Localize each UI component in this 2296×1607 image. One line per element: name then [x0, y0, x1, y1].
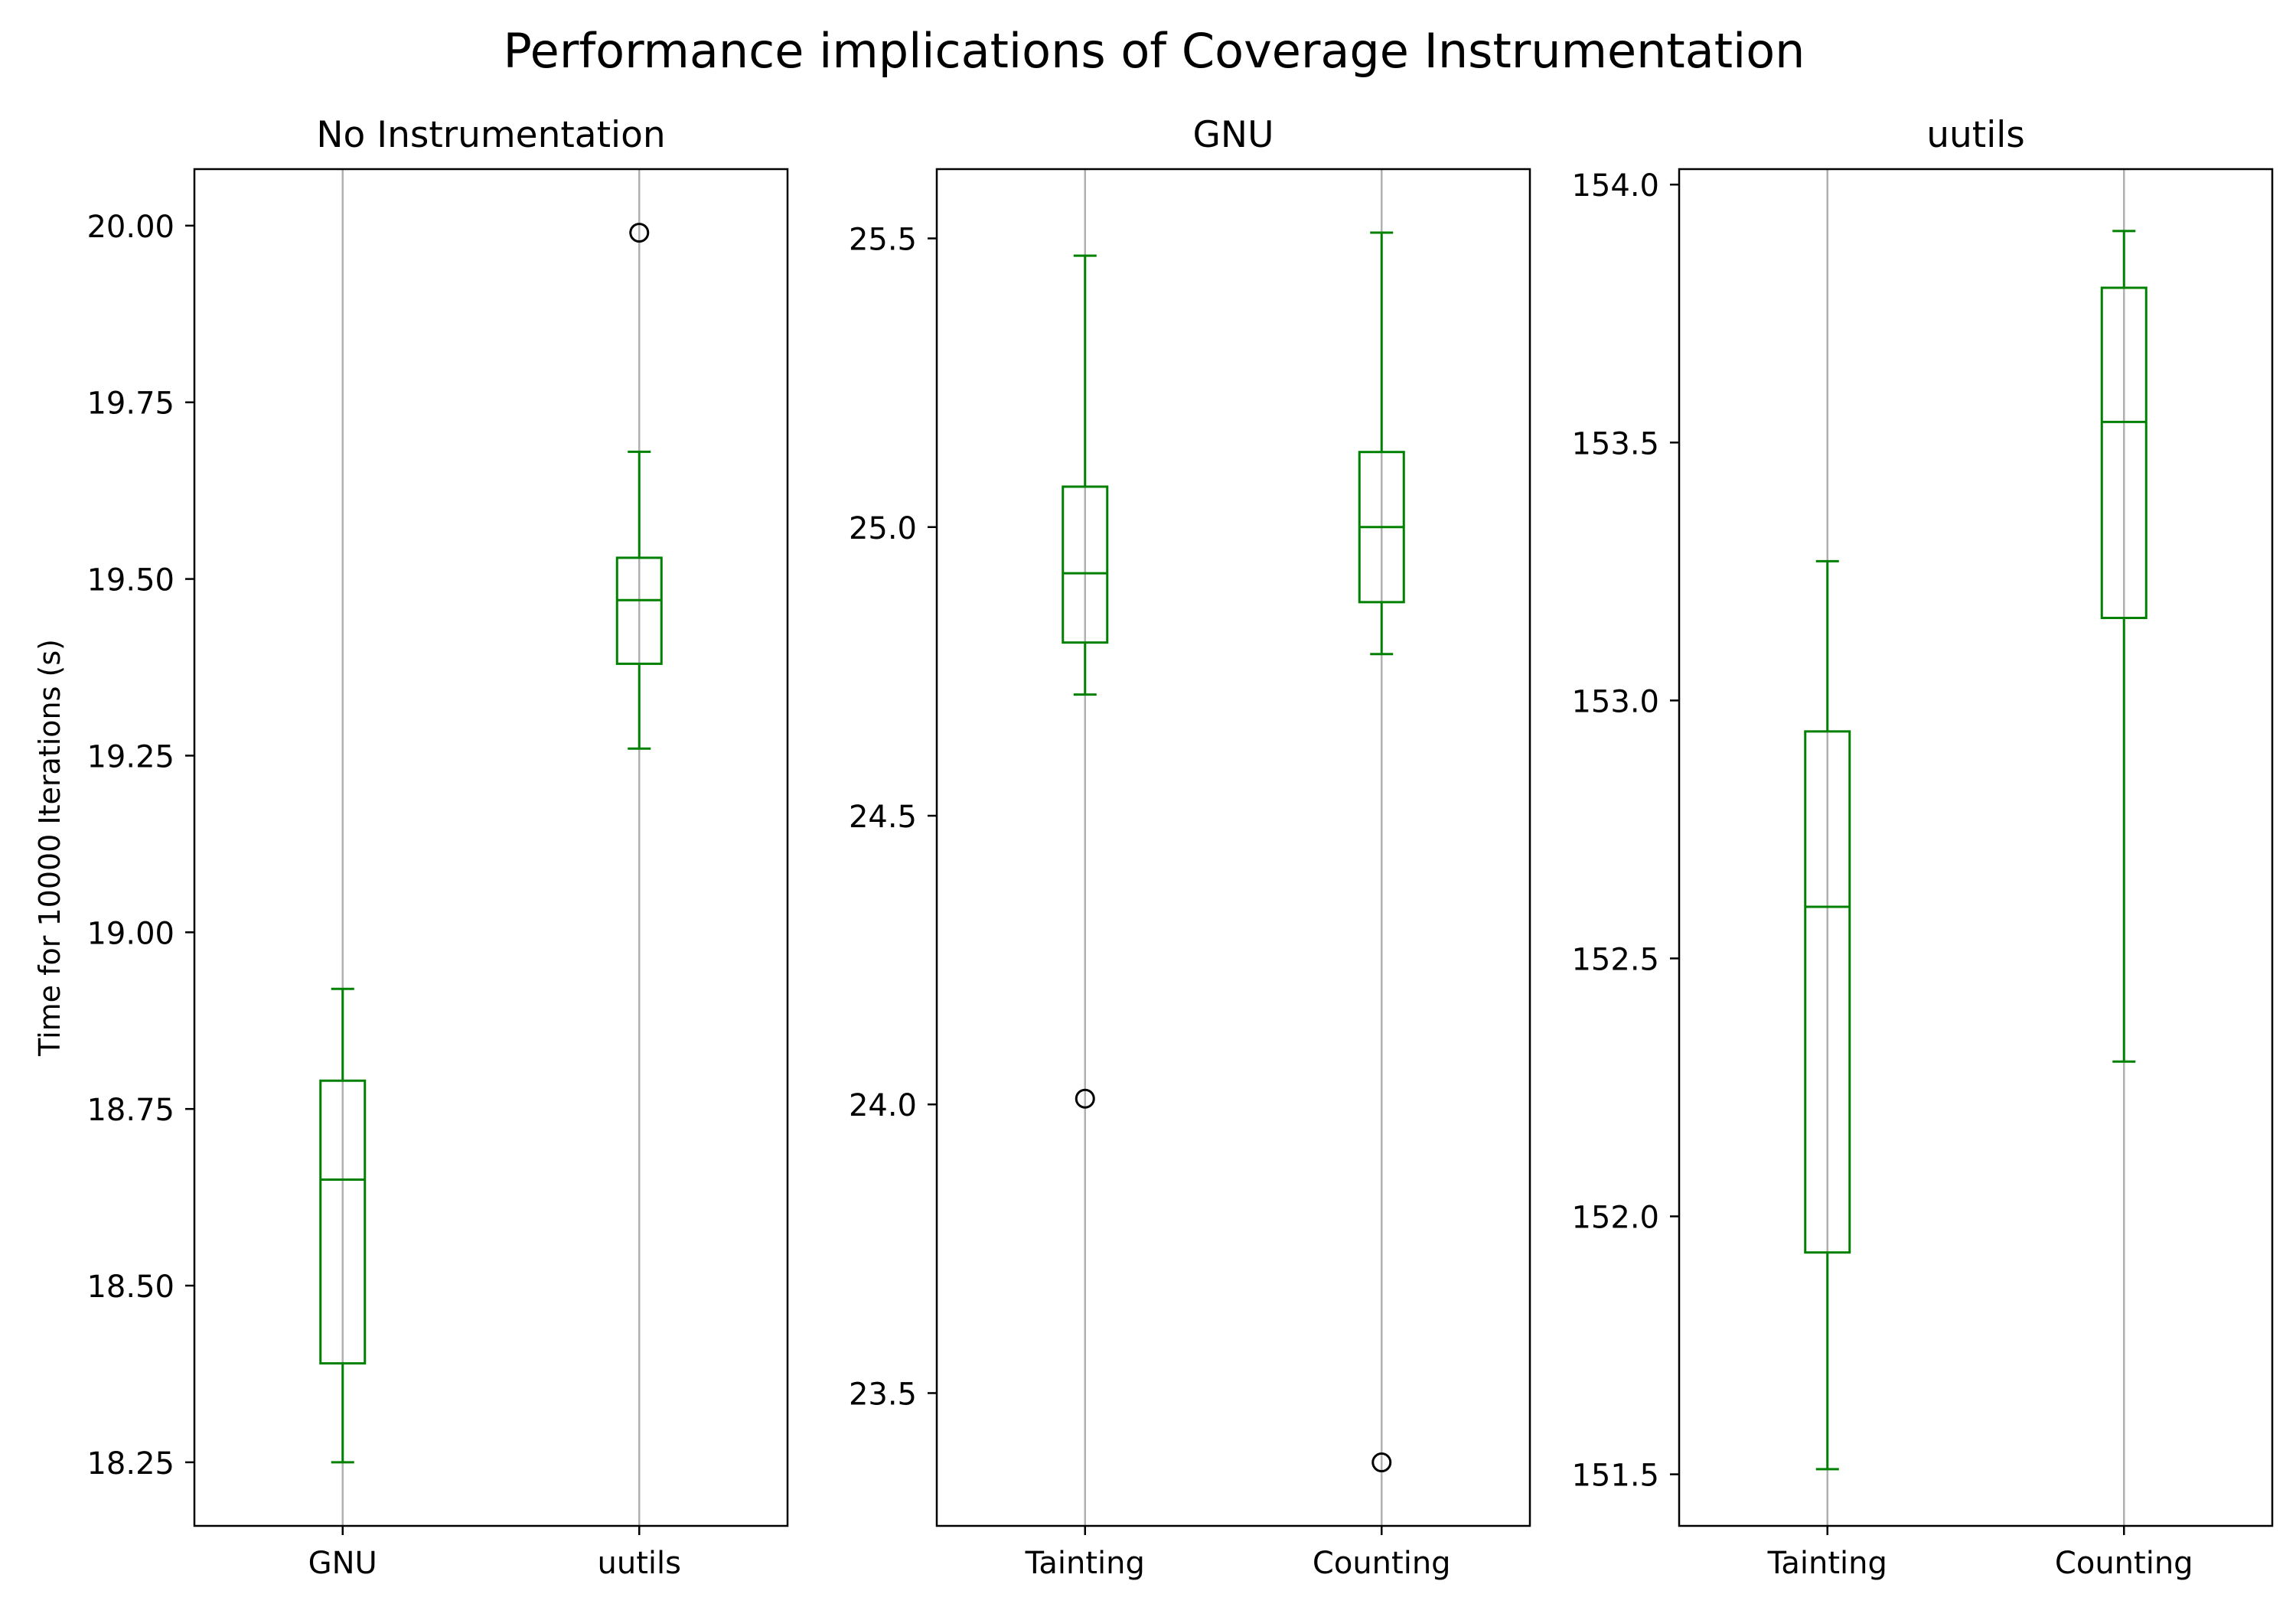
- y-tick-label: 25.0: [849, 511, 917, 546]
- box-2: [2100, 230, 2148, 1063]
- box-1: [319, 987, 367, 1464]
- axes-frame: [935, 168, 1531, 1527]
- y-tick-label: 18.25: [86, 1446, 174, 1482]
- axes-frame: [1678, 168, 2274, 1527]
- box-1: [1804, 559, 1851, 1471]
- box-iqr: [1062, 485, 1109, 644]
- box-1: [1062, 254, 1109, 1109]
- y-tick-label: 25.5: [849, 223, 917, 258]
- x-tick-label: Tainting: [1025, 1546, 1145, 1581]
- box-iqr: [319, 1079, 367, 1365]
- subplot-1: 18.25 18.50 18.75 19.00 19.25 19.50 19.75 20.00…: [33, 114, 789, 1581]
- box-iqr: [615, 556, 663, 665]
- box-iqr: [1804, 730, 1851, 1254]
- x-tick-label: Counting: [1313, 1546, 1451, 1581]
- box-2: [615, 223, 663, 750]
- subplot-3: 151.5 152.0 152.5 153.0 153.5 154.0 Tainting Co…: [1571, 114, 2274, 1581]
- y-axis-label: Time for 10000 Iterations (s): [33, 639, 67, 1057]
- y-tick-label: 24.5: [849, 800, 917, 835]
- y-tick-label: 19.25: [86, 739, 174, 774]
- subplot-title: GNU: [1193, 114, 1274, 156]
- y-tick-label: 154.0: [1571, 168, 1659, 204]
- y-tick-label: 19.75: [86, 386, 174, 422]
- y-tick-label: 153.0: [1571, 684, 1659, 719]
- y-tick-label: 19.50: [86, 563, 174, 598]
- y-tick-label: 152.0: [1571, 1201, 1659, 1236]
- x-tick-label: Counting: [2055, 1546, 2193, 1581]
- box-2: [1358, 231, 1405, 1473]
- figure-title: Performance implications of Coverage Ins…: [504, 23, 1805, 79]
- y-tick-label: 23.5: [849, 1377, 917, 1412]
- subplot-title: uutils: [1926, 114, 2025, 156]
- y-tick-label: 151.5: [1571, 1459, 1659, 1494]
- y-tick-label: 19.00: [86, 916, 174, 951]
- axes-frame: [193, 168, 789, 1527]
- x-tick-label: uutils: [598, 1546, 681, 1581]
- subplot-title: No Instrumentation: [316, 114, 665, 156]
- y-tick-label: 20.00: [86, 210, 174, 245]
- y-tick-label: 153.5: [1571, 426, 1659, 461]
- y-tick-label: 24.0: [849, 1088, 917, 1123]
- outlier-point: [1371, 1452, 1392, 1473]
- x-tick-label: GNU: [308, 1546, 377, 1581]
- subplot-panels: 18.25 18.50 18.75 19.00 19.25 19.50 19.75 20.00…: [33, 114, 2274, 1581]
- y-tick-label: 18.75: [86, 1093, 174, 1128]
- y-tick-label: 152.5: [1571, 942, 1659, 977]
- outlier-point: [1075, 1088, 1095, 1109]
- outlier-point: [629, 223, 650, 243]
- subplot-2: 23.5 24.0 24.5 25.0 25.5 Tainting Counting GNU: [849, 114, 1531, 1581]
- x-tick-label: Tainting: [1767, 1546, 1887, 1581]
- y-tick-label: 18.50: [86, 1270, 174, 1305]
- box-iqr: [2100, 286, 2148, 620]
